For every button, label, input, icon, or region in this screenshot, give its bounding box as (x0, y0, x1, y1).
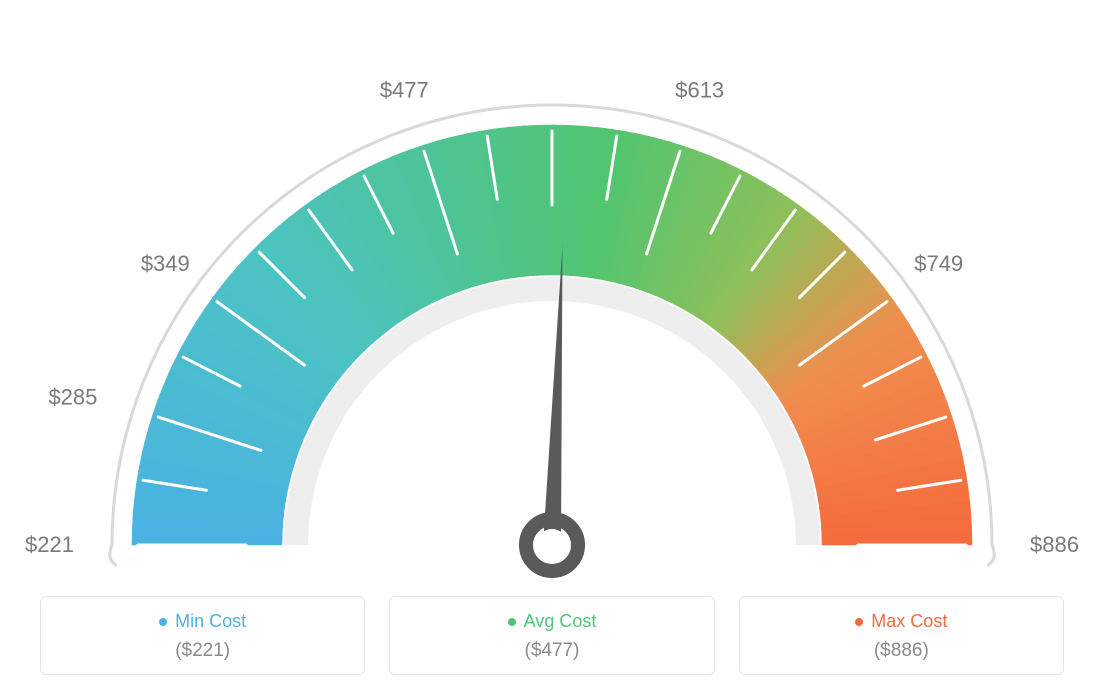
gauge-chart: $221 $285 $349 $477 $613 $749 $886 (0, 0, 1104, 590)
gauge-tick-label: $221 (25, 532, 74, 557)
legend-value-avg: ($477) (400, 640, 703, 662)
gauge-tick-label: $349 (141, 251, 190, 276)
gauge-outer-arc-cap-left (110, 545, 116, 565)
legend-title-min: Min Cost (159, 611, 246, 632)
legend-title-avg: Avg Cost (508, 611, 597, 632)
legend-label-min: Min Cost (175, 611, 246, 632)
cost-gauge-container: $221 $285 $349 $477 $613 $749 $886 Min Cost ($… (0, 0, 1104, 690)
legend-card-avg: Avg Cost ($477) (389, 596, 714, 675)
legend-title-max: Max Cost (855, 611, 947, 632)
legend-dot-avg (508, 618, 516, 626)
legend-dot-min (159, 618, 167, 626)
legend-value-max: ($886) (750, 640, 1053, 662)
legend-card-max: Max Cost ($886) (739, 596, 1064, 675)
legend-dot-max (855, 618, 863, 626)
legend-label-max: Max Cost (871, 611, 947, 632)
gauge-tick-label: $477 (380, 77, 429, 102)
gauge-tick-label: $613 (675, 77, 724, 102)
gauge-tick-label: $749 (914, 251, 963, 276)
legend-card-min: Min Cost ($221) (40, 596, 365, 675)
gauge-tick-label: $886 (1030, 532, 1079, 557)
legend-label-avg: Avg Cost (524, 611, 597, 632)
gauge-tick-label: $285 (48, 384, 97, 409)
gauge-outer-arc-cap-right (988, 545, 994, 565)
legend-row: Min Cost ($221) Avg Cost ($477) Max Cost… (40, 596, 1064, 675)
legend-value-min: ($221) (51, 640, 354, 662)
gauge-needle-hub-hole (536, 529, 568, 561)
